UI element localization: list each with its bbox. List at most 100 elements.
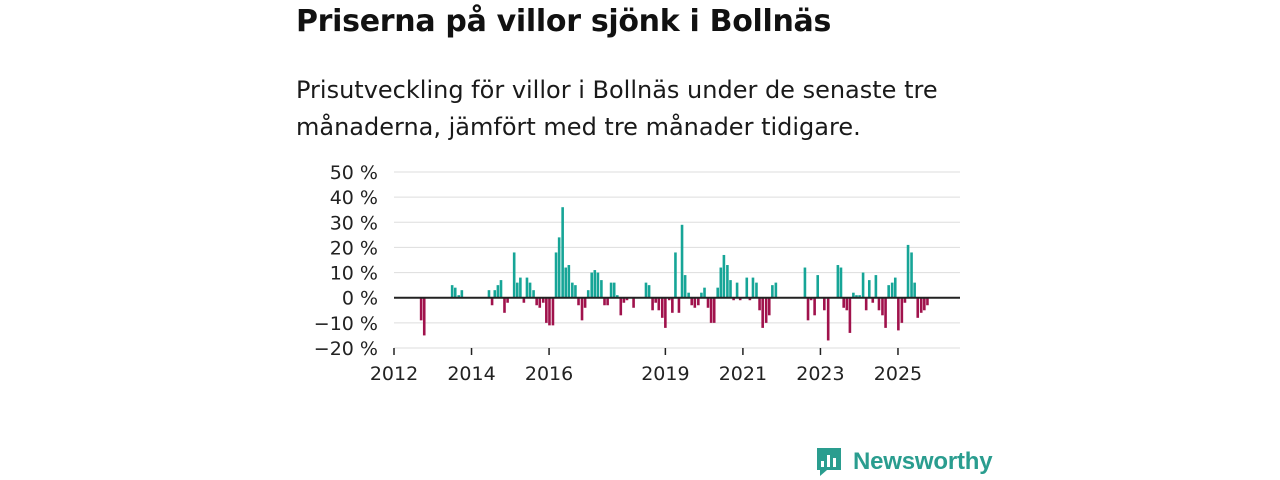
bar <box>806 297 810 321</box>
bar <box>864 297 868 311</box>
bar <box>600 280 603 298</box>
bar <box>722 254 726 298</box>
bar <box>816 275 820 298</box>
bar <box>755 282 758 298</box>
bar <box>487 290 491 298</box>
bar <box>545 297 548 323</box>
bar-chart-logo-icon <box>817 448 841 476</box>
bar <box>571 282 574 298</box>
brand-name: Newsworthy <box>853 448 993 475</box>
bar <box>503 297 506 313</box>
bar <box>867 280 871 298</box>
bar <box>836 265 840 298</box>
bar <box>687 292 690 298</box>
bar <box>644 282 648 298</box>
bar <box>674 252 677 298</box>
bar <box>774 282 778 298</box>
bar <box>493 290 497 298</box>
bar <box>848 297 852 333</box>
bar <box>596 272 600 298</box>
x-tick-label: 2014 <box>447 363 495 385</box>
x-tick-label: 2019 <box>641 363 689 385</box>
bar <box>897 297 900 331</box>
bar <box>729 280 732 298</box>
bar <box>535 297 538 306</box>
bar <box>612 282 616 298</box>
bar <box>842 297 845 308</box>
bar <box>616 295 619 298</box>
bar <box>803 267 807 298</box>
bar <box>541 297 545 303</box>
bar <box>490 297 494 306</box>
bar <box>619 297 623 316</box>
bar <box>890 282 894 298</box>
bar <box>706 297 710 308</box>
last-value-label: −4 % <box>909 0 956 5</box>
bar <box>910 252 913 298</box>
bar <box>422 297 426 336</box>
bar <box>726 265 729 298</box>
bar <box>564 267 568 298</box>
bar <box>551 297 555 326</box>
bar <box>574 285 577 298</box>
y-tick-label: 40 % <box>330 187 378 209</box>
bar <box>528 282 532 298</box>
bar <box>677 297 681 313</box>
bar <box>453 287 457 298</box>
bar <box>903 297 907 303</box>
bar <box>881 297 884 316</box>
bar <box>887 285 890 298</box>
bar <box>583 297 587 308</box>
bar <box>460 290 464 298</box>
bar <box>871 297 875 303</box>
bar <box>826 297 830 341</box>
bar <box>709 297 713 323</box>
bar <box>647 285 651 298</box>
bar <box>651 297 654 311</box>
bar <box>700 292 703 298</box>
bar <box>697 297 700 306</box>
chart-title: Priserna på villor sjönk i Bollnäs <box>296 4 832 39</box>
bar <box>683 275 687 298</box>
bar <box>680 224 684 298</box>
bar <box>671 297 674 313</box>
bar <box>693 297 697 308</box>
bar <box>923 297 926 311</box>
bar <box>525 277 529 298</box>
bar <box>712 297 716 323</box>
bar <box>703 287 706 298</box>
bar <box>748 297 752 301</box>
bar <box>519 277 522 298</box>
y-tick-label: 0 % <box>342 288 378 310</box>
bar <box>660 297 664 318</box>
bar <box>732 297 735 301</box>
bar <box>716 287 720 298</box>
bar <box>823 297 826 311</box>
bar <box>622 297 626 303</box>
bar <box>586 290 590 298</box>
bar <box>690 297 694 306</box>
bar <box>751 277 755 298</box>
bar <box>874 275 878 298</box>
bar <box>809 297 813 301</box>
bar <box>926 297 929 306</box>
bar <box>758 297 761 311</box>
y-tick-label: −20 % <box>314 338 378 360</box>
brand-logo: Newsworthy <box>815 446 993 478</box>
bar <box>522 297 526 303</box>
bar <box>861 272 865 298</box>
bar <box>893 277 897 298</box>
bar <box>657 297 661 311</box>
bar <box>813 297 816 316</box>
y-tick-label: 20 % <box>330 237 378 259</box>
bar <box>625 297 629 301</box>
bar <box>852 292 855 298</box>
bar <box>590 272 594 298</box>
bar <box>767 297 771 316</box>
bar <box>884 297 887 328</box>
y-tick-label: −10 % <box>314 313 378 335</box>
bar <box>515 282 519 298</box>
y-tick-label: 50 % <box>330 162 378 184</box>
bar <box>761 297 764 328</box>
